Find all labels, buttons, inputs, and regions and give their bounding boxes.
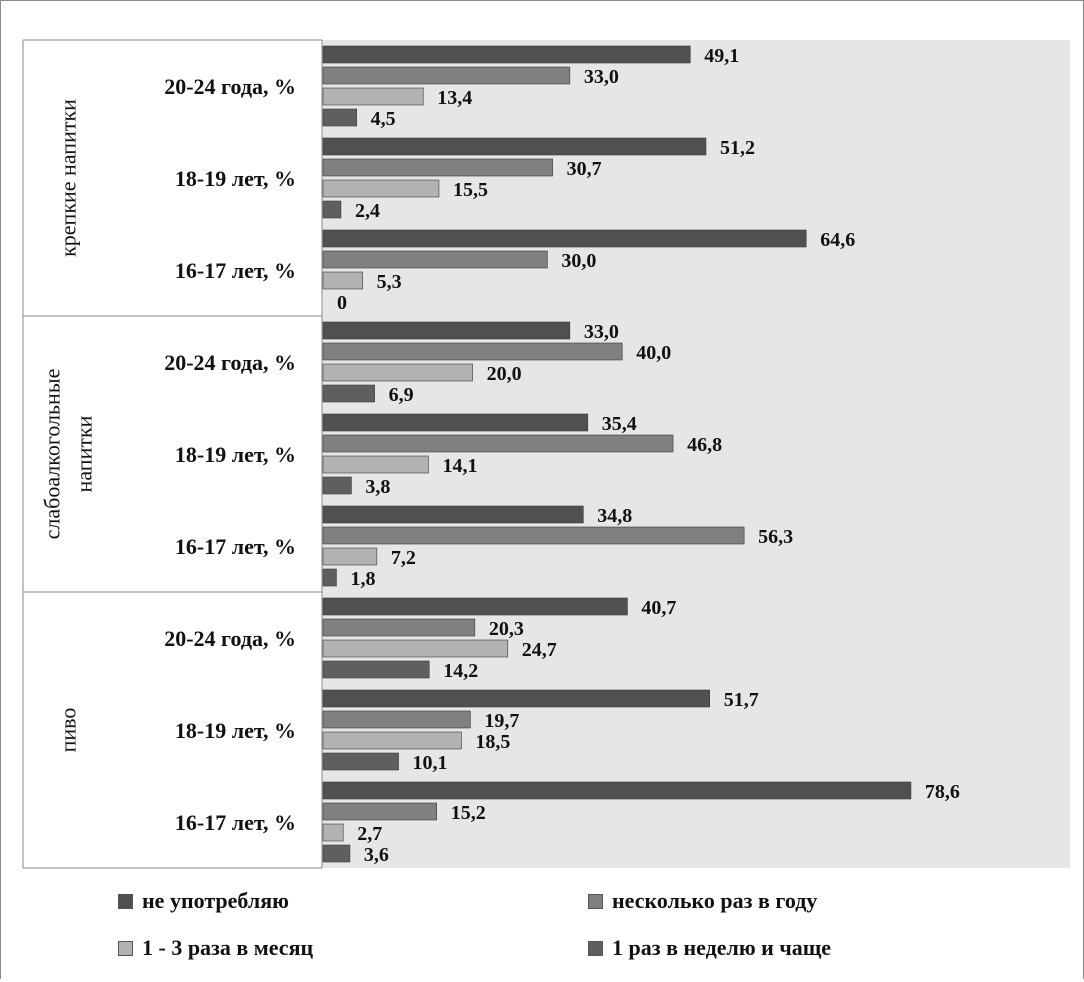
data-label: 2,4 (355, 200, 380, 222)
category-label: 18-19 лет, % (175, 442, 296, 467)
group-label: крепкие напитки (56, 99, 81, 257)
data-label: 15,5 (453, 179, 488, 201)
bar (322, 568, 337, 587)
bar (322, 689, 711, 708)
data-label: 18,5 (475, 731, 510, 753)
bar (322, 158, 553, 177)
bar (322, 66, 571, 85)
category-label: 16-17 лет, % (175, 810, 296, 835)
data-label: 35,4 (602, 413, 637, 435)
data-label: 34,8 (597, 505, 632, 527)
bar (322, 752, 399, 771)
legend-item-1: не употребляю (118, 888, 289, 914)
group-label: напитки (72, 415, 97, 492)
data-label: 33,0 (584, 66, 619, 88)
bar (322, 200, 342, 219)
bar (322, 505, 584, 524)
bar (322, 823, 344, 842)
bar (322, 321, 571, 340)
bar (322, 271, 363, 290)
bar (322, 639, 509, 658)
data-label: 1,8 (350, 568, 375, 590)
legend-label-2: несколько раз в году (612, 888, 818, 913)
legend-label-3: 1 - 3 раза в месяц (142, 935, 314, 960)
data-label: 3,6 (364, 844, 389, 866)
data-label: 14,2 (443, 660, 478, 682)
data-label: 5,3 (377, 271, 402, 293)
data-label: 7,2 (391, 547, 416, 569)
bar (322, 45, 691, 64)
bar (322, 229, 807, 248)
data-label: 2,7 (357, 823, 382, 845)
bar (322, 434, 674, 453)
bar (322, 710, 471, 729)
category-label: 18-19 лет, % (175, 166, 296, 191)
data-label: 64,6 (820, 229, 855, 251)
data-label: 14,1 (442, 455, 477, 477)
bar (322, 526, 745, 545)
bar (322, 137, 707, 156)
data-label: 0 (337, 292, 347, 314)
data-label: 3,8 (365, 476, 390, 498)
data-label: 20,3 (489, 618, 524, 640)
bar (322, 413, 589, 432)
bar (322, 802, 437, 821)
bar (322, 618, 476, 637)
data-label: 30,0 (561, 250, 596, 272)
category-label: 20-24 года, % (164, 626, 296, 651)
data-label: 49,1 (704, 45, 739, 67)
bar (322, 844, 351, 863)
legend-label-4: 1 раз в неделю и чаще (612, 935, 832, 960)
bar (322, 476, 352, 495)
data-label: 51,7 (724, 689, 759, 711)
group-label: слабоалкогольные (40, 369, 65, 540)
category-label: 18-19 лет, % (175, 718, 296, 743)
data-label: 78,6 (925, 781, 960, 803)
data-label: 33,0 (584, 321, 619, 343)
legend-swatch-4 (588, 940, 603, 956)
data-label: 40,0 (636, 342, 671, 364)
bar (322, 384, 375, 403)
legend-swatch-2 (588, 893, 603, 909)
bar (322, 547, 378, 566)
legend-swatch-3 (118, 940, 133, 956)
data-label: 30,7 (567, 158, 602, 180)
legend: не употребляю несколько раз в году 1 - 3… (0, 876, 1084, 976)
bar-chart: крепкие напитки 20-24 года, % 49,1 33,0 13,4… (22, 39, 1070, 869)
group-label: пиво (56, 708, 81, 753)
category-label: 20-24 года, % (164, 350, 296, 375)
bar (322, 108, 357, 127)
category-label: 16-17 лет, % (175, 534, 296, 559)
bar (322, 250, 548, 269)
data-label: 6,9 (389, 384, 414, 406)
data-label: 13,4 (437, 87, 472, 109)
data-label: 10,1 (413, 752, 448, 774)
category-label: 16-17 лет, % (175, 258, 296, 283)
legend-swatch-1 (118, 893, 133, 909)
data-label: 51,2 (720, 137, 755, 159)
bar (322, 781, 912, 800)
data-label: 56,3 (758, 526, 793, 548)
data-label: 15,2 (451, 802, 486, 824)
category-label: 20-24 года, % (164, 74, 296, 99)
bar (322, 179, 440, 198)
legend-item-4: 1 раз в неделю и чаще (588, 935, 831, 961)
data-label: 40,7 (641, 597, 676, 619)
data-label: 46,8 (687, 434, 722, 456)
legend-item-2: несколько раз в году (588, 888, 817, 914)
bar (322, 363, 473, 382)
data-label: 19,7 (484, 710, 519, 732)
data-label: 24,7 (522, 639, 557, 661)
legend-label-1: не употребляю (142, 888, 289, 913)
data-label: 20,0 (487, 363, 522, 385)
bar (322, 731, 462, 750)
bar (322, 87, 424, 106)
bar (322, 455, 429, 474)
legend-item-3: 1 - 3 раза в месяц (118, 935, 313, 961)
bar (322, 660, 430, 679)
plot-area (322, 40, 1070, 868)
data-label: 4,5 (371, 108, 396, 130)
bar (322, 342, 623, 361)
bar (322, 597, 628, 616)
